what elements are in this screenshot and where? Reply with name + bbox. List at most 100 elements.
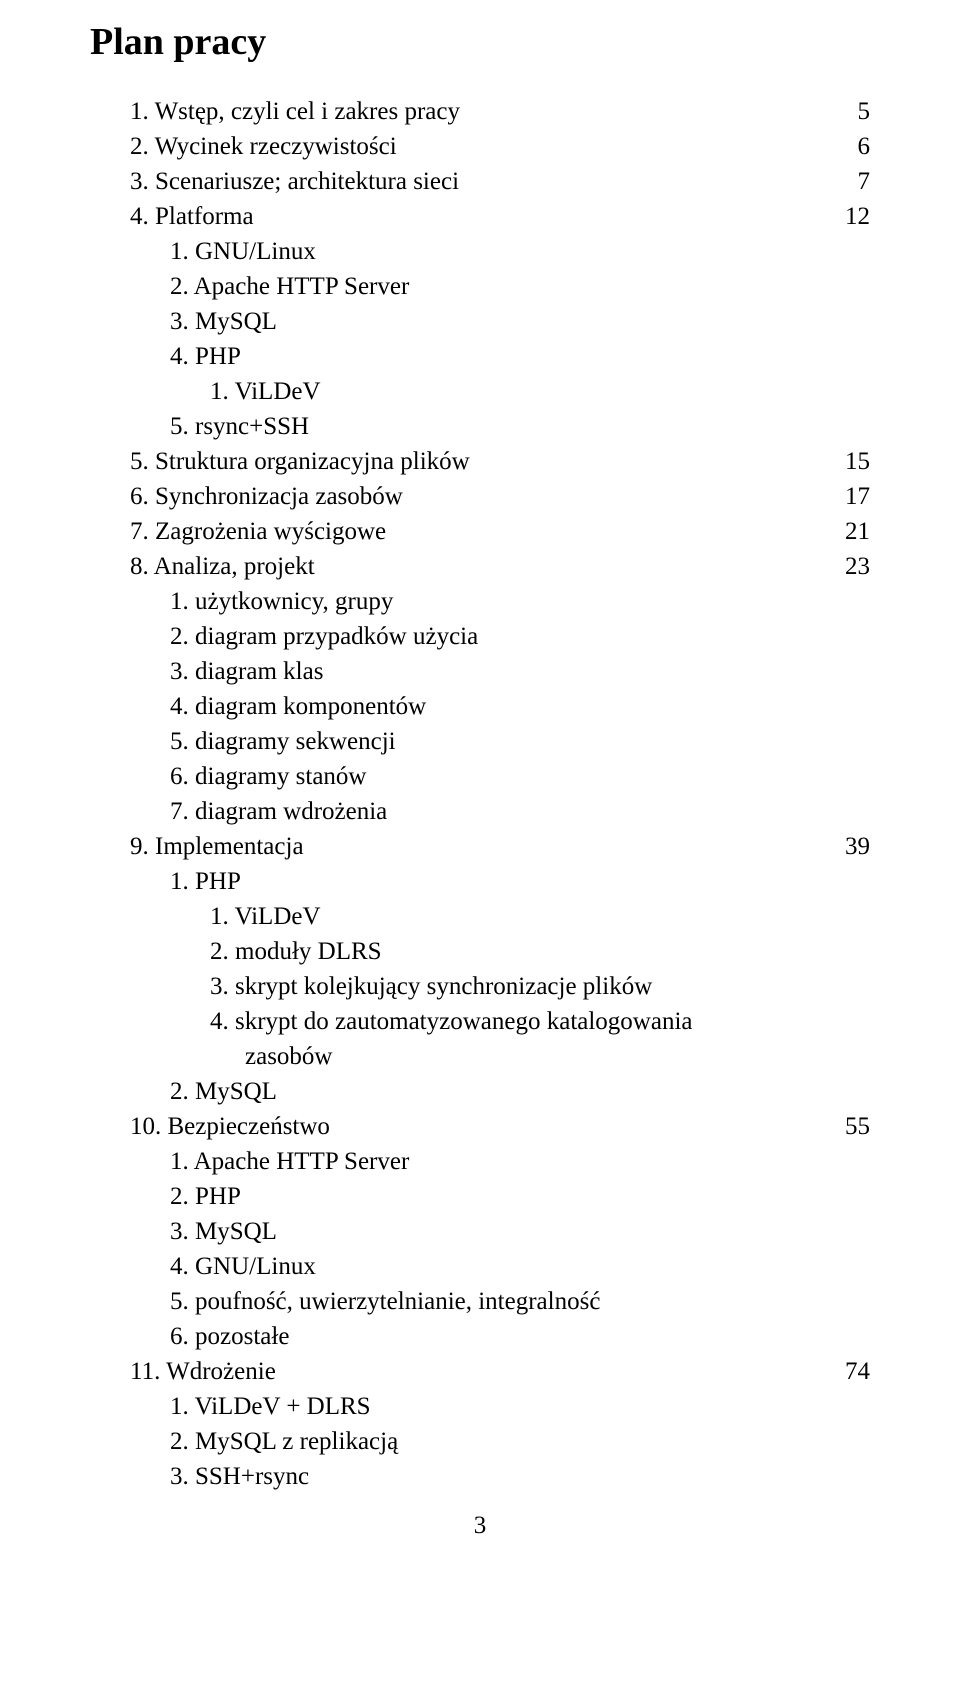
toc-page: 6 — [810, 129, 870, 164]
toc-num: 6. — [130, 483, 149, 510]
toc-num: 3. — [170, 1463, 189, 1490]
toc-entry: 1. Apache HTTP Server — [90, 1144, 870, 1179]
toc-num: 2. — [170, 273, 189, 300]
toc-label: 4. GNU/Linux — [170, 1249, 870, 1284]
toc-text: Wstęp, czyli cel i zakres pracy — [155, 98, 460, 125]
toc-text: skrypt kolejkujący synchronizacje plików — [235, 973, 652, 1000]
toc-text: ViLDeV + DLRS — [195, 1393, 371, 1420]
toc-entry: 2. moduły DLRS — [90, 934, 870, 969]
toc-entry: 5. poufność, uwierzytelnianie, integraln… — [90, 1284, 870, 1319]
toc-label: 3. Scenariusze; architektura sieci — [130, 164, 810, 199]
toc-entry: 1. ViLDeV + DLRS — [90, 1389, 870, 1424]
toc-text: Wdrożenie — [166, 1358, 276, 1385]
toc-entry: 4. diagram komponentów — [90, 689, 870, 724]
toc-text: MySQL — [195, 1218, 277, 1245]
toc-text: zasobów — [245, 1039, 870, 1074]
toc-text: Synchronizacja zasobów — [155, 483, 403, 510]
document-page: Plan pracy 1. Wstęp, czyli cel i zakres … — [0, 0, 960, 1580]
toc-num: 7. — [170, 798, 189, 825]
toc-text: GNU/Linux — [195, 1253, 316, 1280]
toc-num: 4. — [210, 1008, 229, 1035]
toc-entry: 8. Analiza, projekt 23 — [90, 549, 870, 584]
toc-label: 4. diagram komponentów — [170, 689, 870, 724]
toc-label: 9. Implementacja — [130, 829, 810, 864]
toc-text: rsync+SSH — [195, 413, 309, 440]
toc-num: 2. — [130, 133, 149, 160]
toc-num: 6. — [170, 763, 189, 790]
toc-entry: 5. rsync+SSH — [90, 409, 870, 444]
toc-label: 3. diagram klas — [170, 654, 870, 689]
toc-label: 2. moduły DLRS — [210, 934, 870, 969]
toc-text: Implementacja — [155, 833, 304, 860]
toc-num: 5. — [130, 448, 149, 475]
toc-label: 5. diagramy sekwencji — [170, 724, 870, 759]
toc-text: diagram klas — [195, 658, 323, 685]
toc-label: 7. Zagrożenia wyścigowe — [130, 514, 810, 549]
toc-text: pozostałe — [195, 1323, 289, 1350]
toc-num: 1. — [170, 238, 189, 265]
toc-entry: 9. Implementacja 39 — [90, 829, 870, 864]
toc-text: Platforma — [155, 203, 254, 230]
toc-label: 1. ViLDeV — [210, 374, 870, 409]
toc-num: 2. — [170, 1183, 189, 1210]
toc-page: 15 — [810, 444, 870, 479]
toc-text: ViLDeV — [235, 378, 321, 405]
toc-num: 4. — [170, 1253, 189, 1280]
toc-entry: 6. Synchronizacja zasobów 17 — [90, 479, 870, 514]
toc-page: 21 — [810, 514, 870, 549]
toc-entry: 6. pozostałe — [90, 1319, 870, 1354]
toc-entry: 4. GNU/Linux — [90, 1249, 870, 1284]
toc-num: 4. — [130, 203, 149, 230]
toc-text: Wycinek rzeczywistości — [155, 133, 397, 160]
toc-label: 2. MySQL z replikacją — [170, 1424, 870, 1459]
toc-num: 2. — [170, 1428, 189, 1455]
toc-num: 11. — [130, 1358, 160, 1385]
toc-label: 1. GNU/Linux — [170, 234, 870, 269]
toc-label: 1. PHP — [170, 864, 870, 899]
toc-text: poufność, uwierzytelnianie, integralność — [195, 1288, 600, 1315]
toc-entry: 5. Struktura organizacyjna plików 15 — [90, 444, 870, 479]
toc-label: 5. poufność, uwierzytelnianie, integraln… — [170, 1284, 870, 1319]
toc-label: 1. Apache HTTP Server — [170, 1144, 870, 1179]
toc-text: PHP — [195, 1183, 241, 1210]
toc-num: 3. — [170, 1218, 189, 1245]
toc-entry: 3. SSH+rsync — [90, 1459, 870, 1494]
toc-text: skrypt do zautomatyzowanego katalogowani… — [235, 1008, 693, 1035]
toc-label: 2. Wycinek rzeczywistości — [130, 129, 810, 164]
toc-text: MySQL z replikacją — [195, 1428, 398, 1455]
toc-entry: 1. PHP — [90, 864, 870, 899]
toc-label: 2. PHP — [170, 1179, 870, 1214]
toc-label: 1. ViLDeV — [210, 899, 870, 934]
toc-text: MySQL — [195, 1078, 277, 1105]
toc-num: 1. — [210, 378, 229, 405]
toc-text: diagramy sekwencji — [195, 728, 396, 755]
toc-label: 5. rsync+SSH — [170, 409, 870, 444]
toc-entry: 11. Wdrożenie 74 — [90, 1354, 870, 1389]
toc-label: 3. SSH+rsync — [170, 1459, 870, 1494]
toc-entry: 6. diagramy stanów — [90, 759, 870, 794]
toc-entry: 7. Zagrożenia wyścigowe 21 — [90, 514, 870, 549]
toc-text: PHP — [195, 343, 241, 370]
toc-entry: 7. diagram wdrożenia — [90, 794, 870, 829]
toc-label: 4. Platforma — [130, 199, 810, 234]
toc-label: 1. użytkownicy, grupy — [170, 584, 870, 619]
toc-num: 8. — [130, 553, 149, 580]
toc-label: 7. diagram wdrożenia — [170, 794, 870, 829]
toc-entry: 1. ViLDeV — [90, 899, 870, 934]
toc-label: 2. diagram przypadków użycia — [170, 619, 870, 654]
toc-label: 11. Wdrożenie — [130, 1354, 810, 1389]
toc-label: 6. Synchronizacja zasobów — [130, 479, 810, 514]
table-of-contents: 1. Wstęp, czyli cel i zakres pracy 5 2. … — [90, 94, 870, 1494]
toc-entry: 2. MySQL z replikacją — [90, 1424, 870, 1459]
toc-num: 3. — [210, 973, 229, 1000]
toc-label: 3. MySQL — [170, 304, 870, 339]
toc-page: 55 — [810, 1109, 870, 1144]
toc-text: Apache HTTP Server — [194, 1148, 410, 1175]
toc-page: 17 — [810, 479, 870, 514]
toc-entry: 2. PHP — [90, 1179, 870, 1214]
toc-entry: 2. Apache HTTP Server — [90, 269, 870, 304]
toc-entry: 3. Scenariusze; architektura sieci 7 — [90, 164, 870, 199]
toc-num: 5. — [170, 728, 189, 755]
toc-entry: 1. użytkownicy, grupy — [90, 584, 870, 619]
toc-num: 1. — [130, 98, 149, 125]
